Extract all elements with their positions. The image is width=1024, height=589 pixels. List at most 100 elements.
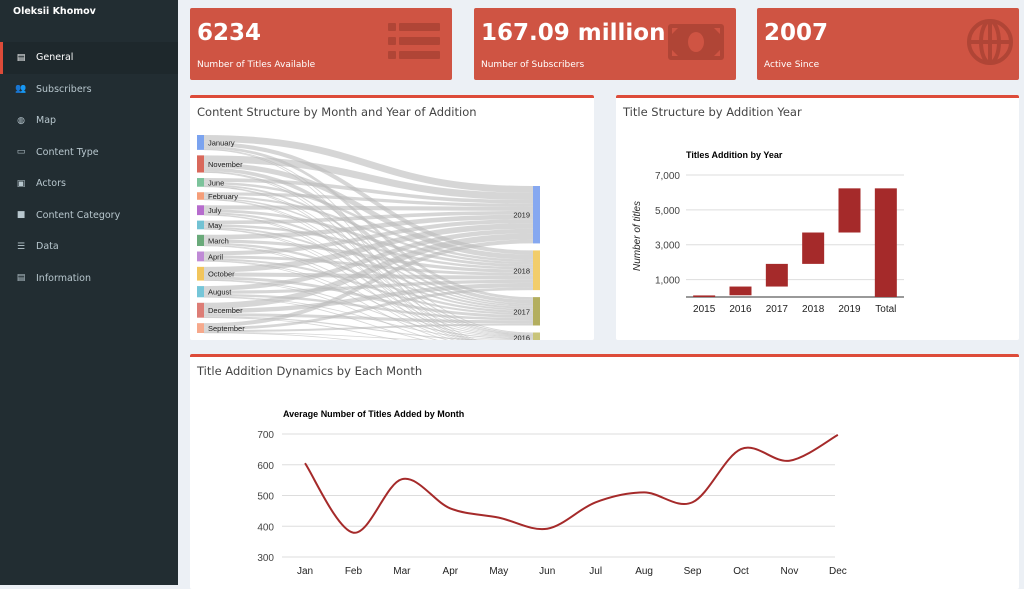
sankey-node-2018 (533, 250, 540, 291)
sankey-label: February (208, 192, 238, 201)
card-label: Active Since (764, 60, 820, 70)
sankey-node-june (197, 178, 204, 187)
panel-title: Content Structure by Month and Year of A… (197, 105, 477, 119)
active-since-card: 2007 Active Since (757, 8, 1019, 80)
y-tick-label: 400 (257, 522, 274, 533)
sankey-link (203, 195, 534, 265)
sidebar-item-subscribers[interactable]: 👥 Subscribers (0, 74, 178, 106)
sidebar-item-information[interactable]: ▤ Information (0, 263, 178, 295)
sankey-label: March (208, 236, 229, 245)
sankey-link (203, 205, 534, 211)
line-panel: Title Addition Dynamics by Each Month Av… (190, 354, 1019, 589)
sankey-node-march (197, 234, 204, 247)
sankey-node-may (197, 220, 204, 230)
x-tick-label: Jan (297, 566, 313, 577)
sankey-label: 2017 (513, 307, 530, 316)
sankey-label: October (208, 270, 235, 279)
y-tick-label: 500 (257, 492, 274, 503)
bar-2017 (765, 263, 788, 287)
sankey-link (203, 228, 534, 291)
sankey-link (203, 162, 534, 260)
x-tick-label: Dec (829, 566, 847, 577)
sankey-link (203, 181, 534, 263)
y-tick-label: 7,000 (655, 171, 680, 182)
sankey-link (203, 239, 534, 328)
sankey-node-december (197, 302, 204, 318)
series-line (304, 434, 839, 534)
sankey-link (203, 272, 534, 280)
sankey-link (203, 332, 436, 340)
book-icon: ▤ (16, 273, 26, 284)
sankey-link (203, 313, 534, 324)
line-chart: Average Number of Titles Added by Month 3… (257, 409, 847, 577)
bar-2019 (838, 188, 861, 233)
subscribers-card: 167.09 million Number of Subscribers (474, 8, 736, 80)
sankey-link (203, 233, 534, 309)
money-bill-icon (668, 24, 724, 60)
x-tick-label: Feb (345, 566, 363, 577)
sankey-node-2019 (533, 186, 540, 244)
sankey-label: July (208, 206, 222, 215)
sidebar-item-label: Map (36, 115, 57, 127)
y-axis-label: Number of titles (632, 201, 643, 271)
x-tick-label: 2017 (766, 304, 789, 315)
sankey-link (203, 316, 501, 340)
sankey-node-2017 (533, 297, 540, 326)
sankey-node-february (197, 192, 204, 200)
sankey-label: 2018 (513, 266, 530, 275)
sidebar-item-data[interactable]: ☰ Data (0, 231, 178, 263)
database-icon: ☰ (16, 241, 26, 252)
sankey-link (203, 239, 534, 273)
sidebar-item-general[interactable]: ▤ General (0, 42, 178, 74)
chart-title: Titles Addition by Year (686, 150, 783, 160)
sankey-link (203, 332, 353, 340)
card-label: Number of Subscribers (481, 60, 585, 70)
sankey-node-october (197, 266, 204, 281)
sankey-link (203, 255, 534, 276)
titles-card: 6234 Number of Titles Available (190, 8, 452, 80)
sankey-label: December (208, 306, 243, 315)
sidebar-item-label: Information (36, 272, 91, 284)
waterfall-chart: Titles Addition by Year 1,000 3,000 5,000 7,… (632, 150, 904, 315)
x-tick-label: Nov (781, 566, 799, 577)
sidebar-item-label: Actors (36, 178, 66, 190)
sankey-node-2016 (533, 332, 540, 340)
file-icon: ▤ (16, 52, 26, 63)
x-tick-label: Jun (539, 566, 555, 577)
sankey-panel: Content Structure by Month and Year of A… (190, 95, 594, 340)
sidebar-item-label: Data (36, 241, 59, 253)
x-tick-label: Aug (635, 566, 653, 577)
sankey-link (203, 279, 534, 294)
users-icon: 👥 (15, 84, 27, 95)
sankey-link (203, 293, 534, 321)
sidebar-item-map[interactable]: ◍ Map (0, 105, 178, 137)
card-value: 6234 (197, 20, 262, 46)
sidebar-item-content-category[interactable]: ■ Content Category (0, 200, 178, 232)
y-tick-label: 1,000 (655, 276, 680, 287)
video-camera-icon: ■ (16, 210, 26, 221)
sankey-link (203, 197, 534, 307)
sankey-node-november (197, 155, 204, 173)
sankey-label: November (208, 160, 243, 169)
x-tick-label: 2018 (802, 304, 825, 315)
x-tick-label: Apr (443, 566, 459, 577)
sidebar-item-content-type[interactable]: ▭ Content Type (0, 137, 178, 169)
sankey-node-august (197, 286, 204, 298)
sankey-label: June (208, 178, 224, 187)
x-tick-label: Sep (684, 566, 702, 577)
bar-total (874, 188, 897, 297)
sankey-link (203, 214, 534, 240)
sidebar-item-label: Content Category (36, 209, 121, 221)
x-tick-label: 2015 (693, 304, 716, 315)
sankey-chart: January November June February July May March A… (197, 135, 540, 340)
list-icon (388, 23, 440, 59)
sankey-label: September (208, 324, 245, 333)
sankey-link (203, 135, 534, 193)
sankey-node-september (197, 323, 204, 333)
card-value: 2007 (764, 20, 829, 46)
sankey-link (203, 219, 534, 256)
sankey-link (203, 192, 534, 207)
waterfall-panel: Title Structure by Addition Year Titles … (616, 95, 1019, 340)
sankey-link (203, 184, 534, 306)
sidebar-item-actors[interactable]: ▣ Actors (0, 168, 178, 200)
